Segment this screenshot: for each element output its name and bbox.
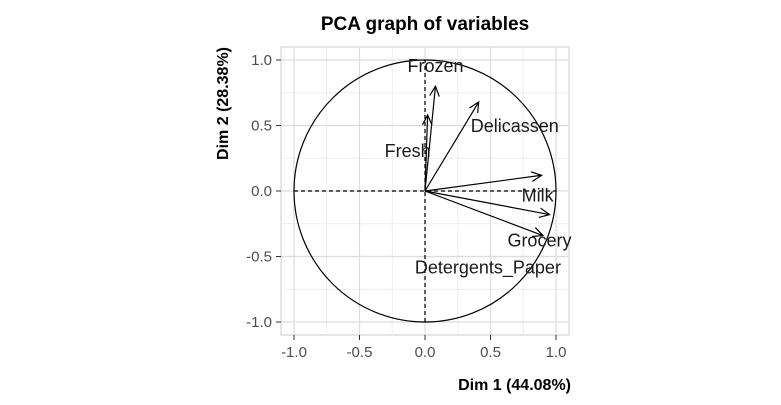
arrow-frozen bbox=[424, 84, 440, 192]
arrow-shaft bbox=[424, 114, 429, 192]
arrow-head bbox=[530, 171, 543, 182]
arrow-head bbox=[538, 207, 551, 219]
arrow-shaft bbox=[424, 86, 437, 192]
arrow-milk bbox=[424, 171, 543, 192]
y-tick-label: 0.5 bbox=[251, 118, 272, 135]
y-tick-label: 0.0 bbox=[251, 183, 272, 200]
arrow-grocery bbox=[424, 190, 551, 219]
y-tick-label: -1.0 bbox=[246, 314, 272, 331]
chart-title: PCA graph of variables bbox=[321, 14, 529, 35]
y-axis-ticks: -1.0 -0.5 0.0 0.5 1.0 bbox=[246, 52, 281, 331]
label-milk: Milk bbox=[522, 185, 555, 205]
arrow-shaft bbox=[424, 190, 550, 216]
arrow-head bbox=[531, 227, 545, 238]
y-axis-title: Dim 2 (28.38%) bbox=[215, 47, 232, 160]
label-detergents-paper: Detergents_Paper bbox=[415, 258, 561, 279]
x-tick-label: -1.0 bbox=[281, 344, 307, 361]
label-fresh: Fresh bbox=[385, 141, 431, 161]
arrow-head bbox=[469, 100, 480, 113]
x-axis-title: Dim 1 (44.08%) bbox=[458, 377, 571, 394]
arrow-detergents-paper bbox=[424, 190, 545, 238]
label-frozen: Frozen bbox=[407, 56, 463, 76]
arrow-head bbox=[421, 113, 433, 126]
zero-axis-lines bbox=[294, 60, 556, 322]
arrow-fresh bbox=[421, 113, 433, 192]
arrow-shaft bbox=[424, 101, 480, 192]
arrow-shaft bbox=[424, 174, 542, 192]
y-tick-label: -0.5 bbox=[246, 249, 272, 266]
x-tick-label: 0.0 bbox=[415, 344, 436, 361]
arrow-head bbox=[429, 84, 440, 97]
x-tick-label: -0.5 bbox=[347, 344, 373, 361]
variable-labels: Frozen Fresh Delicassen Milk Grocery Detergen… bbox=[385, 56, 572, 278]
x-tick-label: 1.0 bbox=[546, 344, 567, 361]
correlation-circle bbox=[293, 59, 557, 323]
variable-arrows bbox=[421, 84, 551, 238]
y-tick-label: 1.0 bbox=[251, 52, 272, 69]
label-grocery: Grocery bbox=[507, 231, 571, 251]
x-axis-ticks: -1.0 -0.5 0.0 0.5 1.0 bbox=[281, 335, 566, 361]
arrow-shaft bbox=[424, 190, 544, 237]
label-delicassen: Delicassen bbox=[471, 116, 559, 136]
arrow-delicassen bbox=[424, 100, 480, 192]
x-tick-label: 0.5 bbox=[480, 344, 501, 361]
